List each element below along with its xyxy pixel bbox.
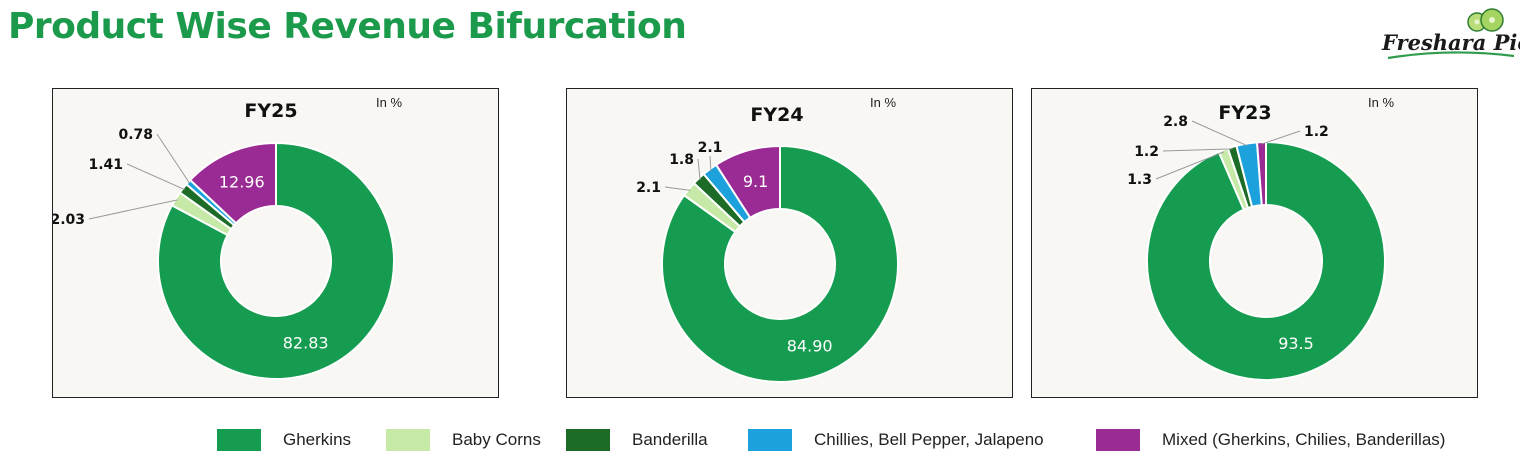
data-label-baby-corns: 1.3 [1127, 172, 1152, 188]
data-label-gherkins: 84.90 [787, 336, 833, 355]
data-label-mixed: 1.2 [1304, 124, 1329, 140]
legend-item-gherkins: Gherkins [217, 428, 351, 452]
chart-legend: Gherkins Baby Corns Banderilla Chillies,… [0, 426, 1527, 456]
legend-label: Chillies, Bell Pepper, Jalapeno [814, 430, 1044, 449]
slice-mixed [188, 141, 277, 225]
page-title: Product Wise Revenue Bifurcation [8, 6, 687, 47]
leader-line [126, 163, 185, 191]
legend-label: Gherkins [283, 430, 352, 449]
leader-line [1162, 148, 1233, 152]
chart-title: FY25 [244, 100, 297, 122]
legend-label: Mixed (Gherkins, Chilies, Banderillas) [1162, 430, 1446, 449]
legend-item-chillies: Chillies, Bell Pepper, Jalapeno [748, 428, 1044, 452]
data-label-gherkins: 82.83 [283, 333, 329, 352]
brand-logo: Freshara Picklz [1380, 8, 1527, 70]
leader-line [1261, 130, 1301, 145]
data-label-baby-corns: 2.03 [53, 212, 85, 228]
chart-panel-fy25: FY25 In % 82.83 2.03 1.41 0.78 12.96 [52, 88, 499, 398]
chart-title: FY23 [1218, 102, 1271, 124]
donut-chart-fy23: FY23 In %93.51.31.22.81.2 [1127, 95, 1394, 381]
svg-text:Freshara Picklz: Freshara Picklz [1381, 30, 1520, 55]
data-label-chillies: 2.8 [1163, 114, 1188, 130]
slice-mixed [1255, 140, 1267, 207]
leader-line [697, 158, 701, 180]
chart-panel-fy23: FY23 In % 93.5 1.3 1.2 2.8 1.2 [1031, 88, 1478, 398]
slice-gherkins [661, 144, 899, 383]
legend-swatch [748, 429, 792, 451]
leader-line [88, 199, 178, 220]
legend-swatch [1096, 429, 1140, 451]
data-label-banderilla: 1.41 [88, 157, 123, 173]
leader-line [1191, 120, 1248, 147]
chart-panel-fy24: FY24 In % 84.90 2.1 1.8 2.1 9.1 [566, 88, 1013, 398]
data-label-mixed: 12.96 [219, 173, 265, 192]
slice-gherkins [1146, 140, 1386, 381]
data-label-chillies: 2.1 [698, 140, 723, 156]
legend-label: Baby Corns [452, 430, 541, 449]
data-label-banderilla: 1.2 [1134, 144, 1159, 160]
legend-item-banderilla: Banderilla [566, 428, 708, 452]
leader-line [156, 133, 191, 184]
leader-line [664, 186, 691, 191]
legend-item-mixed: Mixed (Gherkins, Chilies, Banderillas) [1096, 428, 1445, 452]
data-label-gherkins: 93.5 [1278, 334, 1314, 353]
legend-swatch [386, 429, 430, 451]
slice-gherkins [157, 141, 395, 380]
data-label-banderilla: 1.8 [669, 152, 694, 168]
slice-mixed [714, 144, 781, 220]
leader-line [709, 155, 712, 171]
legend-item-baby-corns: Baby Corns [386, 428, 541, 452]
data-label-chillies: 0.78 [118, 127, 153, 143]
leader-line [1155, 151, 1225, 180]
unit-note: In % [376, 95, 402, 110]
data-label-mixed: 9.1 [743, 172, 768, 191]
legend-label: Banderilla [632, 430, 708, 449]
legend-swatch [217, 429, 261, 451]
donut-chart-fy25: FY25 In % 82.83 2.03 1.41 0.78 12.96 [53, 95, 402, 380]
unit-note: In % [1368, 95, 1394, 110]
data-label-baby-corns: 2.1 [636, 180, 661, 196]
unit-note: In % [870, 95, 896, 110]
legend-swatch [566, 429, 610, 451]
chart-title: FY24 [750, 104, 803, 126]
